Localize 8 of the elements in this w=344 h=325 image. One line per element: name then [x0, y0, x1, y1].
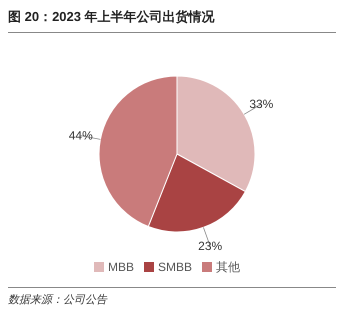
chart-title: 图 20：2023 年上半年公司出货情况 — [8, 8, 336, 33]
source-note: 数据来源：公司公告 — [8, 292, 108, 307]
legend-label: MBB — [108, 260, 134, 274]
data-label: 23% — [198, 239, 223, 254]
data-label: 44% — [68, 128, 94, 143]
legend-label: SMBB — [158, 260, 192, 274]
data-label: 33% — [249, 97, 274, 112]
legend-label: 其他 — [216, 260, 240, 274]
